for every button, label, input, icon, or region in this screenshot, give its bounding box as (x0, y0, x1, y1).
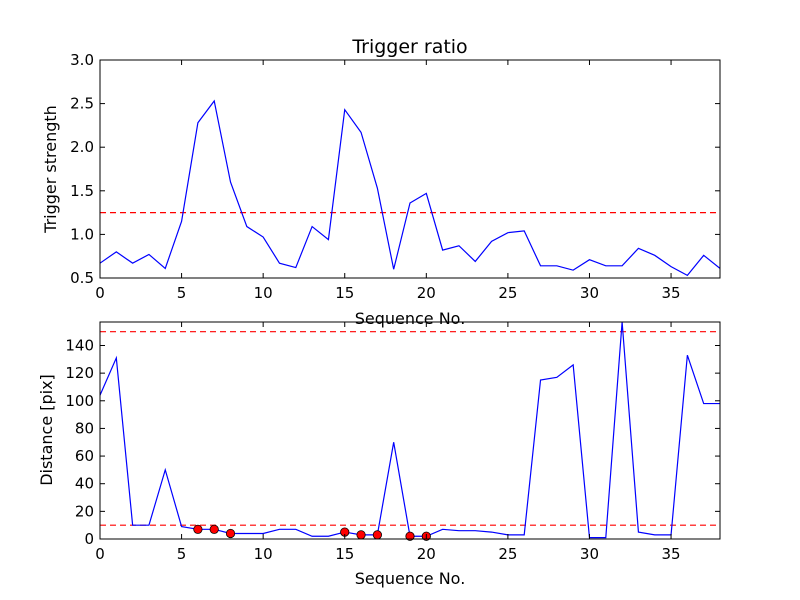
distance-y-tick-label: 80 (75, 419, 94, 437)
distance-x-tick-label: 30 (580, 545, 599, 563)
distance-y-tick-label: 100 (65, 392, 94, 410)
trigger-ratio-y-ticks: 0.5 1.0 1.5 2.0 2.5 3.0 (70, 51, 720, 287)
distance-x-tick-label: 10 (254, 545, 273, 563)
distance-y-ticks: 0 20 40 60 80 100 120 140 (65, 336, 720, 548)
distance-y-tick-label: 60 (75, 447, 94, 465)
distance-marker (225, 528, 236, 539)
trigger-ratio-x-tick-label: 5 (177, 284, 187, 302)
distance-marker (372, 530, 382, 540)
trigger-ratio-y-tick-label: 1.5 (70, 182, 94, 200)
distance-x-tick-label: 35 (662, 545, 681, 563)
trigger-ratio-x-tick-label: 15 (335, 284, 354, 302)
trigger-ratio-chart: Trigger ratio 0 5 10 15 20 25 30 35 0.5 1.0 1.5 2.… (41, 36, 721, 328)
trigger-ratio-x-tick-label: 35 (662, 284, 681, 302)
distance-x-tick-label: 0 (95, 545, 105, 563)
trigger-ratio-y-tick-label: 2.5 (70, 95, 94, 113)
distance-y-tick-label: 0 (84, 530, 94, 548)
distance-chart: 0 5 10 15 20 25 30 35 0 20 40 60 80 100 120 140 Sequen… (37, 321, 721, 588)
trigger-ratio-x-axis-label: Sequence No. (355, 309, 466, 328)
distance-threshold-lines (100, 331, 720, 526)
trigger-ratio-y-axis-label: Trigger strength (41, 105, 60, 234)
distance-y-tick-label: 20 (75, 502, 94, 520)
trigger-ratio-x-tick-label: 25 (498, 284, 517, 302)
trigger-ratio-series-line (100, 99, 720, 277)
distance-marker (356, 530, 366, 540)
distance-y-tick-label: 120 (65, 364, 94, 382)
trigger-ratio-plot-frame (99, 59, 721, 279)
trigger-ratio-y-tick-label: 1.0 (70, 225, 94, 243)
distance-marker (209, 524, 219, 534)
distance-marker (405, 531, 415, 541)
trigger-ratio-x-ticks: 0 5 10 15 20 25 30 35 (95, 60, 681, 302)
trigger-strength-series (100, 99, 720, 277)
distance-y-tick-label: 140 (65, 336, 94, 354)
trigger-ratio-x-tick-label: 20 (417, 284, 436, 302)
distance-x-tick-label: 15 (335, 545, 354, 563)
distance-x-tick-label: 20 (417, 545, 436, 563)
trigger-ratio-title: Trigger ratio (351, 36, 467, 58)
distance-y-tick-label: 40 (75, 475, 94, 493)
distance-x-tick-label: 5 (177, 545, 187, 563)
trigger-ratio-y-tick-label: 3.0 (70, 51, 94, 69)
distance-x-axis-label: Sequence No. (355, 569, 466, 588)
trigger-ratio-y-tick-label: 0.5 (70, 269, 94, 287)
distance-y-axis-label: Distance [pix] (37, 374, 56, 486)
distance-x-tick-label: 25 (498, 545, 517, 563)
trigger-ratio-x-tick-label: 10 (254, 284, 273, 302)
distance-plot-frame (99, 321, 721, 540)
trigger-ratio-x-tick-label: 0 (95, 284, 105, 302)
trigger-ratio-y-tick-label: 2.0 (70, 138, 94, 156)
distance-x-ticks: 0 5 10 15 20 25 30 35 (95, 322, 681, 563)
distance-marker (193, 524, 203, 534)
trigger-ratio-x-tick-label: 30 (580, 284, 599, 302)
